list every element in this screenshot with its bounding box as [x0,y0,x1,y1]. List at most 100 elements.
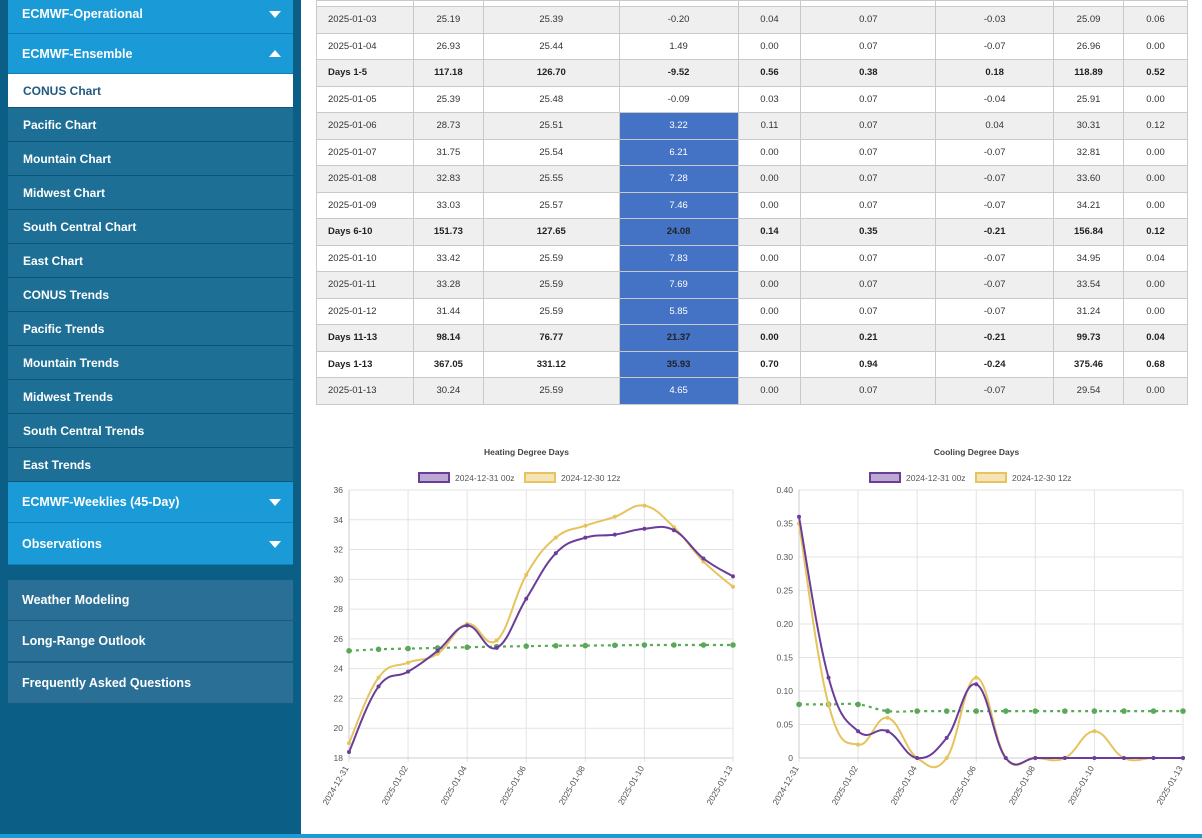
table-cell: 25.59 [482,244,620,272]
x-tick-label: 2025-01-10 [616,764,647,807]
data-point [347,750,351,755]
data-point [1062,756,1067,760]
accordion-ecmwf-operational[interactable]: ECMWF-Operational [8,0,293,34]
x-tick-label: 2024-12-31 [770,764,801,807]
data-point [612,642,618,649]
sidebar-item-label: South Central Trends [23,423,145,438]
accordion-ecmwf-ensemble-label: ECMWF-Ensemble [22,46,133,61]
data-point [1002,708,1009,714]
y-tick-label: 22 [334,693,344,703]
data-point [435,648,440,653]
table-cell: 0.00 [1123,377,1188,405]
table-cell: 30.24 [412,377,484,405]
table-cell: 25.39 [412,85,484,113]
sidebar-item-conus-chart[interactable]: CONUS Chart [8,74,293,108]
accordion-observations[interactable]: Observations [8,523,293,565]
sidebar-item-south-central-chart[interactable]: South Central Chart [8,210,293,244]
legend-label: 2024-12-31 00z [455,473,515,483]
table-row: 2025-01-09 33.03 25.57 7.46 0.00 0.07 -0.07 34.… [316,191,1188,219]
table-cell: 331.12 [482,350,620,378]
table-cell: 0.52 [1123,59,1188,87]
data-point [465,623,470,628]
sidebar-item-conus-trends[interactable]: CONUS Trends [8,278,293,312]
table-cell: 33.28 [412,271,484,299]
sidebar-item-midwest-chart[interactable]: Midwest Chart [8,176,293,210]
data-point [1003,756,1008,760]
legend-swatch [869,472,901,483]
table-cell: 99.73 [1053,324,1125,352]
table-cell: 2025-01-11 [316,271,414,299]
data-point [1150,708,1157,714]
sidebar-item-midwest-trends[interactable]: Midwest Trends [8,380,293,414]
table-cell: 33.03 [412,191,484,219]
y-tick-label: 0.25 [776,586,793,596]
table-cell: 127.65 [482,218,620,246]
y-tick-label: 36 [334,485,344,495]
y-tick-label: 20 [334,723,344,733]
x-tick-label: 2025-01-02 [829,764,860,807]
y-tick-label: 0.20 [776,619,793,629]
y-tick-label: 34 [334,515,344,525]
table-cell: 1.49 [618,32,739,60]
table-row: 2025-01-13 30.24 25.59 4.65 0.00 0.07 -0.07 29.… [316,377,1188,405]
data-point [974,675,979,680]
footer-strip [0,834,1202,838]
table-cell: 0.00 [737,271,802,299]
series-line-0 [798,516,1183,766]
table-cell [482,0,620,7]
sidebar-item-pacific-trends[interactable]: Pacific Trends [8,312,293,346]
table-row: 2025-01-04 26.93 25.44 1.49 0.00 0.07 -0.07 26.… [316,32,1188,60]
data-point [582,642,589,649]
table-cell: 375.46 [1053,350,1125,378]
sidebar-item-east-trends[interactable]: East Trends [8,448,293,482]
table-cell: 0.18 [935,59,1055,87]
nav-link-long-range-outlook[interactable]: Long-Range Outlook [8,621,293,663]
table-row: Days 1-13 367.05 331.12 35.93 0.70 0.94 -0.24 3… [316,350,1188,378]
sidebar-item-label: Midwest Trends [23,389,114,404]
table-cell: 0.12 [1123,218,1188,246]
data-point [884,708,891,714]
data-point [1032,708,1039,714]
table-cell: 32.83 [412,165,484,193]
table-cell: -0.09 [618,85,739,113]
data-point [885,715,890,720]
data-point [915,756,920,760]
x-tick-label: 2025-01-06 [948,764,979,807]
table-cell: 0.04 [1123,244,1188,272]
accordion-ecmwf-ensemble[interactable]: ECMWF-Ensemble [8,34,293,74]
table-cell: 0.04 [737,6,802,34]
data-point [826,702,831,707]
sidebar-item-mountain-chart[interactable]: Mountain Chart [8,142,293,176]
table-cell: 24.08 [618,218,739,246]
data-point [376,675,381,680]
nav-link-frequently-asked-questions[interactable]: Frequently Asked Questions [8,662,293,704]
sidebar-item-east-chart[interactable]: East Chart [8,244,293,278]
table-row: Days 1-5 117.18 126.70 -9.52 0.56 0.38 0.18 118… [316,59,1188,87]
table-cell: 0.00 [737,297,802,325]
y-tick-label: 0.15 [776,653,793,663]
table-cell: Days 1-5 [316,59,414,87]
table-cell: 25.19 [412,6,484,34]
data-point [524,596,529,601]
table-cell: 2025-01-13 [316,377,414,405]
sidebar-item-pacific-chart[interactable]: Pacific Chart [8,108,293,142]
chevron-down-icon [269,10,281,18]
data-point [406,660,411,665]
accordion-ecmwf-weeklies[interactable]: ECMWF-Weeklies (45-Day) [8,482,293,523]
table-cell [412,0,484,7]
table-cell: 0.14 [737,218,802,246]
table-cell: -0.07 [935,165,1055,193]
data-point [944,735,949,740]
table-cell: -0.24 [935,350,1055,378]
table-cell: 0.00 [1123,32,1188,60]
table-cell: 7.83 [618,244,739,272]
legend-swatch [975,472,1007,483]
sidebar-item-mountain-trends[interactable]: Mountain Trends [8,346,293,380]
degree-days-table: 2025-01-03 25.19 25.39 -0.20 0.04 0.07 -0.03 25… [316,0,1188,405]
data-point [612,514,617,519]
data-point [1181,756,1185,760]
sidebar-item-south-central-trends[interactable]: South Central Trends [8,414,293,448]
table-cell: 29.54 [1053,377,1125,405]
nav-link-weather-modeling[interactable]: Weather Modeling [8,580,293,621]
table-cell: 0.00 [737,191,802,219]
